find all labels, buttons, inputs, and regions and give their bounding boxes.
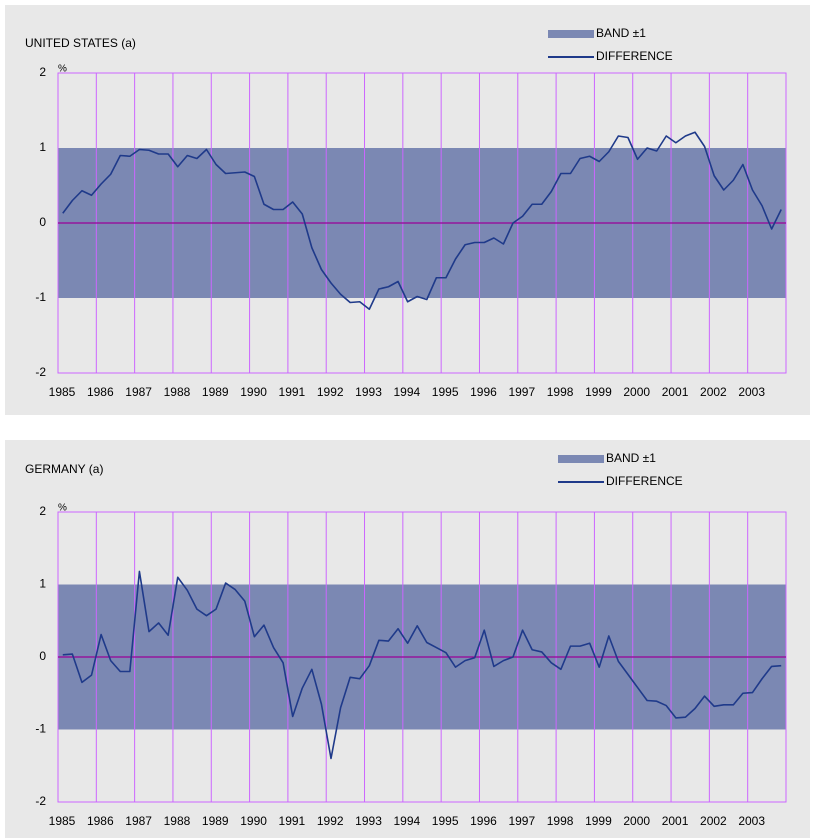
y-tick-label: 0 (39, 215, 46, 229)
x-tick-label: 1994 (393, 814, 420, 828)
line (62, 570, 782, 760)
x-tick-label: 1996 (470, 385, 497, 399)
x-tick-label: 1987 (125, 385, 152, 399)
x-tick-label: 1986 (87, 814, 114, 828)
x-tick-label: 1993 (355, 814, 382, 828)
x-tick-label: 2000 (623, 385, 650, 399)
x-tick-label: 1989 (202, 814, 229, 828)
legend-label: DIFFERENCE (606, 474, 683, 488)
x-tick-label: 1995 (432, 385, 459, 399)
x-tick-label: 2003 (738, 385, 765, 399)
x-tick-label: 1988 (164, 814, 191, 828)
legend-swatch (558, 455, 604, 463)
x-tick-label: 1991 (279, 385, 306, 399)
x-tick-label: 1985 (49, 385, 76, 399)
x-tick-label: 1990 (240, 385, 267, 399)
x-tick-label: 1996 (470, 814, 497, 828)
legend-label: BAND ±1 (596, 26, 646, 40)
y-tick-label: -1 (35, 290, 46, 304)
x-tick-label: 1991 (279, 814, 306, 828)
y-tick-label: 0 (39, 649, 46, 663)
legend-label: DIFFERENCE (596, 49, 673, 63)
x-tick-label: 1985 (49, 814, 76, 828)
x-tick-label: 1989 (202, 385, 229, 399)
x-tick-label: 1992 (317, 814, 344, 828)
x-tick-label: 1998 (547, 385, 574, 399)
x-tick-label: 1986 (87, 385, 114, 399)
x-tick-label: 2003 (738, 814, 765, 828)
legend-swatch (548, 30, 594, 38)
x-tick-label: 1994 (393, 385, 420, 399)
x-tick-label: 1997 (508, 385, 535, 399)
chart-title: UNITED STATES (a) (25, 36, 136, 50)
x-tick-label: 1993 (355, 385, 382, 399)
y-tick-label: 2 (39, 504, 46, 518)
y-axis-label: % (58, 503, 67, 514)
x-tick-label: 1990 (240, 814, 267, 828)
y-tick-label: -2 (35, 794, 46, 808)
x-tick-label: 1987 (125, 814, 152, 828)
x-tick-label: 2001 (662, 814, 689, 828)
x-tick-label: 1998 (547, 814, 574, 828)
y-tick-label: 1 (39, 577, 46, 591)
x-tick-label: 2002 (700, 814, 727, 828)
x-tick-label: 1999 (585, 814, 612, 828)
y-tick-label: -2 (35, 365, 46, 379)
x-tick-label: 1988 (164, 385, 191, 399)
y-tick-label: 1 (39, 140, 46, 154)
x-tick-label: 1992 (317, 385, 344, 399)
x-tick-label: 2001 (662, 385, 689, 399)
chart-title: GERMANY (a) (25, 462, 103, 476)
x-tick-label: 1995 (432, 814, 459, 828)
legend-label: BAND ±1 (606, 451, 656, 465)
x-tick-label: 1997 (508, 814, 535, 828)
y-tick-label: -1 (35, 722, 46, 736)
x-tick-label: 1999 (585, 385, 612, 399)
x-tick-label: 2002 (700, 385, 727, 399)
x-tick-label: 2000 (623, 814, 650, 828)
y-axis-label: % (58, 64, 67, 75)
y-tick-label: 2 (39, 65, 46, 79)
line (62, 131, 782, 311)
